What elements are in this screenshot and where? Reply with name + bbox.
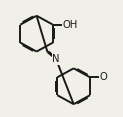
Text: OH: OH — [63, 20, 78, 30]
Text: N: N — [52, 54, 60, 64]
Text: O: O — [99, 72, 107, 82]
